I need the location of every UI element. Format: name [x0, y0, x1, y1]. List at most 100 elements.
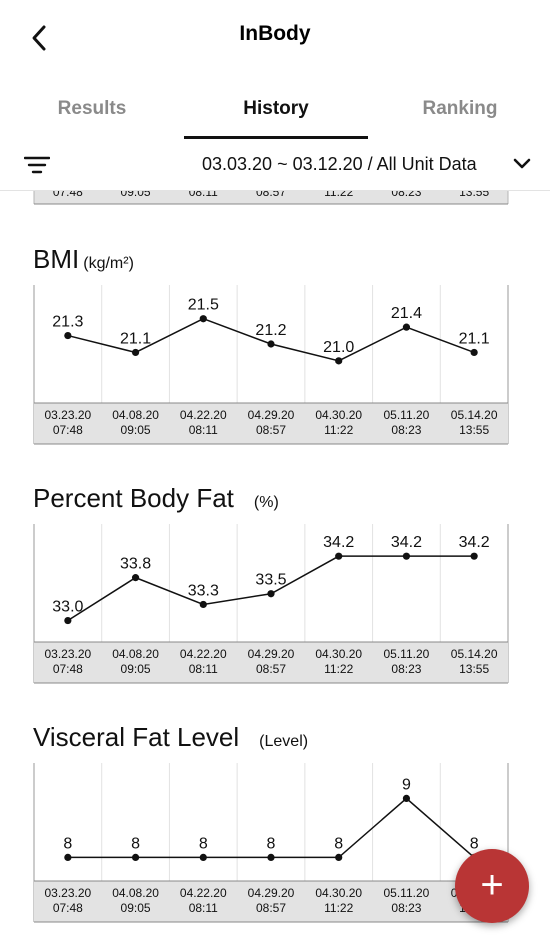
data-point	[199, 315, 207, 323]
cutoff-time-label: 13:55	[459, 191, 489, 199]
x-tick-time: 08:23	[391, 662, 421, 676]
x-tick-time: 11:22	[324, 662, 353, 676]
data-point	[335, 552, 343, 560]
data-point	[402, 323, 411, 331]
x-tick-time: 08:11	[189, 901, 218, 915]
x-tick-time: 08:23	[391, 423, 421, 437]
data-point	[470, 348, 478, 357]
tab-bar: Results History Ranking	[0, 74, 550, 141]
data-point	[267, 853, 275, 861]
cutoff-time-label: 08:11	[189, 191, 218, 199]
x-tick-time: 11:22	[324, 901, 353, 915]
active-tab-indicator	[184, 136, 368, 139]
data-label: 33.3	[188, 582, 219, 599]
date-axis-background	[34, 403, 508, 444]
cutoff-time-label: 08:23	[391, 191, 421, 199]
data-point	[267, 340, 275, 348]
tab-results[interactable]: Results	[57, 98, 127, 119]
data-point	[199, 853, 207, 861]
data-point	[402, 552, 411, 560]
x-tick-date: 04.22.20	[180, 886, 227, 900]
data-label: 21.3	[52, 314, 83, 331]
x-tick-date: 04.22.20	[180, 408, 227, 422]
x-tick-date: 04.22.20	[180, 647, 227, 661]
x-tick-date: 04.29.20	[248, 886, 295, 900]
cutoff-time-label: 08:57	[256, 191, 286, 199]
data-point	[64, 331, 72, 340]
data-label: 9	[402, 776, 411, 793]
chevron-down-icon[interactable]	[512, 156, 532, 172]
data-label: 34.2	[391, 534, 422, 551]
data-label: 33.5	[255, 572, 286, 589]
data-point	[64, 616, 72, 625]
x-tick-date: 03.23.20	[44, 408, 91, 422]
x-tick-date: 04.08.20	[112, 647, 159, 661]
visceral-fat-title-text: Visceral Fat Level	[33, 722, 240, 752]
data-label: 21.4	[391, 305, 422, 322]
previous-chart-footer: 07:48 09:05 08:11 08:57 11:22 08:23 13:55	[33, 191, 509, 205]
data-label: 34.2	[323, 534, 354, 551]
date-axis-background	[34, 642, 508, 683]
x-tick-date: 05.11.20	[384, 886, 430, 900]
visceral-fat-unit: (Level)	[259, 733, 309, 750]
filter-bar: 03.03.20 ~ 03.12.20 / All Unit Data	[0, 140, 550, 191]
x-tick-date: 04.29.20	[248, 408, 295, 422]
x-tick-date: 04.30.20	[315, 886, 362, 900]
data-label: 8	[267, 835, 276, 852]
x-tick-date: 04.30.20	[315, 408, 362, 422]
bmi-title: BMI (kg/m²)	[33, 244, 134, 275]
chevron-left-icon[interactable]	[26, 22, 54, 54]
date-axis-background	[34, 881, 508, 922]
data-label: 21.2	[255, 322, 286, 339]
data-point	[402, 794, 411, 802]
cutoff-time-label: 11:22	[324, 191, 353, 199]
data-label: 21.5	[188, 297, 219, 314]
cutoff-time-label: 09:05	[121, 191, 151, 199]
data-label: 21.1	[459, 330, 490, 347]
tab-history[interactable]: History	[243, 98, 309, 119]
data-label: 8	[63, 835, 72, 852]
data-label: 8	[131, 835, 140, 852]
x-tick-time: 11:22	[324, 423, 353, 437]
data-label: 8	[199, 835, 208, 852]
x-tick-date: 04.30.20	[315, 647, 362, 661]
x-tick-date: 04.29.20	[248, 647, 295, 661]
data-label: 33.8	[120, 556, 151, 573]
x-tick-time: 08:57	[256, 423, 286, 437]
x-tick-date: 05.14.20	[451, 408, 498, 422]
filter-lines-icon[interactable]	[24, 155, 50, 175]
data-point	[470, 552, 478, 560]
data-label: 34.2	[459, 534, 490, 551]
x-tick-date: 03.23.20	[44, 886, 91, 900]
x-tick-time: 08:11	[189, 662, 218, 676]
data-label: 8	[470, 835, 479, 852]
visceral-fat-title: Visceral Fat Level (Level)	[33, 722, 308, 753]
data-point	[131, 574, 140, 582]
plus-icon: +	[480, 863, 504, 907]
page-title: InBody	[239, 22, 311, 45]
x-tick-time: 09:05	[121, 662, 151, 676]
x-tick-time: 07:48	[53, 901, 83, 915]
x-tick-date: 04.08.20	[112, 408, 159, 422]
data-label: 8	[334, 835, 343, 852]
date-range-selector[interactable]: 03.03.20 ~ 03.12.20 / All Unit Data	[202, 154, 477, 174]
tab-ranking[interactable]: Ranking	[422, 98, 498, 119]
percent-body-fat-title: Percent Body Fat (%)	[33, 483, 279, 514]
x-tick-time: 09:05	[121, 423, 151, 437]
data-point	[131, 348, 140, 357]
x-tick-time: 08:23	[391, 901, 421, 915]
x-tick-time: 08:11	[189, 423, 218, 437]
x-tick-time: 07:48	[53, 662, 83, 676]
data-point	[267, 590, 275, 598]
x-tick-time: 13:55	[459, 423, 489, 437]
data-point	[335, 853, 343, 861]
x-tick-date: 05.14.20	[451, 647, 498, 661]
data-point	[131, 853, 140, 861]
bmi-title-text: BMI	[33, 244, 80, 274]
x-tick-date: 04.08.20	[112, 886, 159, 900]
x-tick-date: 05.11.20	[384, 408, 430, 422]
x-tick-time: 09:05	[121, 901, 151, 915]
x-tick-date: 05.11.20	[384, 647, 430, 661]
add-button[interactable]: +	[455, 849, 529, 923]
